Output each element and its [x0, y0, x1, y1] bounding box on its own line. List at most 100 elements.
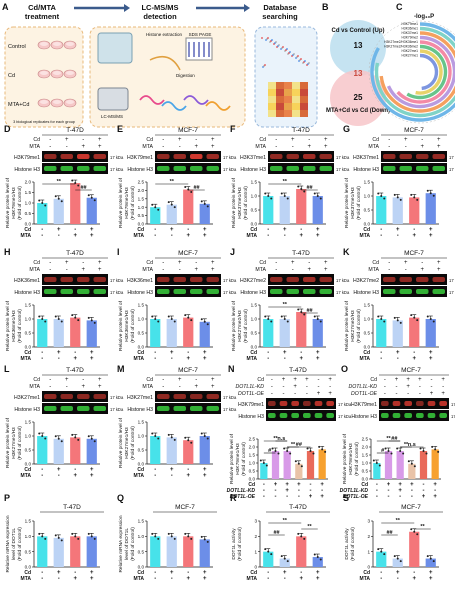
- chart-row-sign: -: [267, 233, 269, 239]
- histone-band: [206, 166, 219, 171]
- chart-row-sign: -: [411, 494, 413, 500]
- panel-letter: R: [230, 493, 237, 503]
- chart-data-point: [321, 448, 324, 451]
- blot-sign: -: [49, 144, 51, 150]
- chart-row-sign: -: [154, 473, 156, 479]
- chart-row-sign: -: [275, 488, 277, 494]
- blot-histone-label: Histone H3: [351, 414, 377, 420]
- blot-sign: -: [431, 377, 433, 383]
- chart-data-point: [270, 197, 273, 200]
- blot-sign: +: [406, 384, 410, 390]
- heatmap-cell: [284, 103, 292, 110]
- chart-bar: [263, 551, 274, 567]
- chart-y-label: Relative protein level of: [344, 177, 350, 228]
- blot-row-label: MTA: [29, 144, 40, 150]
- chart-data-point: [259, 459, 262, 462]
- chart-y-tick-label: 1.5: [138, 519, 145, 524]
- blot-row-label: MTA: [142, 267, 153, 273]
- heatmap-cell: [292, 110, 300, 117]
- chart-row-sign: -: [187, 467, 189, 473]
- chart-row-sign: +: [297, 482, 301, 488]
- blot-sign: -: [82, 260, 84, 266]
- chart-row-label: Cd: [24, 467, 31, 473]
- chart-row-sign: -: [267, 356, 269, 362]
- blot-kda-label: 17 kDa: [338, 402, 352, 407]
- chart-data-point: [416, 319, 419, 322]
- chart-data-point: [44, 204, 47, 207]
- chart-y-label: (Fold of control): [17, 527, 23, 561]
- chart-data-point: [426, 189, 429, 192]
- blot-sign: +: [81, 384, 85, 390]
- chart-data-point: [54, 435, 57, 438]
- volcano-point: [282, 46, 284, 48]
- histone-band: [77, 289, 90, 294]
- chart-bar: [392, 558, 403, 567]
- histone-band: [303, 289, 316, 294]
- chart-row-sign: -: [267, 570, 269, 576]
- chart-sig-label: **: [404, 442, 409, 448]
- histone-band-strip: [381, 286, 447, 297]
- chart-data-point: [87, 316, 90, 319]
- blot-kda-label: 17 kDa: [110, 155, 124, 160]
- chart-row-sign: -: [399, 494, 401, 500]
- blot-row-label: MTA: [142, 144, 153, 150]
- chart-y-label: H3K79me1/H3: [348, 443, 354, 475]
- panel-letter-b: B: [322, 2, 329, 12]
- blot-sign: -: [431, 384, 433, 390]
- histone-band: [416, 413, 424, 418]
- cell-line-title: MCF-7: [178, 367, 198, 374]
- chart-data-point: [170, 436, 173, 439]
- chart-data-point: [378, 464, 381, 467]
- histone-band: [381, 413, 389, 418]
- chart-row-sign: +: [429, 227, 433, 233]
- blot-sign: -: [271, 391, 273, 397]
- histone-band-strip: [42, 286, 108, 297]
- blot-histone-label: Histone H3: [238, 414, 264, 420]
- culture-dish-medium: [40, 71, 48, 75]
- heatmap-cell: [300, 89, 308, 96]
- chart-data-point: [151, 432, 154, 435]
- blot-sign: -: [179, 144, 181, 150]
- chart-y-label: H3K27me2/H3: [237, 310, 243, 342]
- blot-mark-label: H3K79me1: [14, 155, 40, 161]
- blot-sign: -: [329, 384, 331, 390]
- blot-sign: -: [82, 377, 84, 383]
- blot-kda-label: 17 kDa: [449, 155, 455, 160]
- chart-sig-label: ##: [80, 185, 86, 191]
- blot-sign: -: [421, 260, 423, 266]
- chart-sig-label: **: [291, 442, 296, 448]
- blot-band: [77, 277, 90, 282]
- panel-a-note: 3 biological replicates for each group: [13, 120, 75, 124]
- chart-row-sign: -: [423, 482, 425, 488]
- heatmap-cell: [292, 89, 300, 96]
- chart-row-label: MTA: [21, 576, 32, 582]
- blot-band-strip: [268, 151, 334, 162]
- chart-row-sign: +: [429, 233, 433, 239]
- chart-y-tick-label: 2.0: [362, 445, 369, 450]
- heatmap-cell: [284, 96, 292, 103]
- chart-data-point: [87, 435, 90, 438]
- chart-row-sign: +: [316, 233, 320, 239]
- chart-bar: [312, 557, 323, 567]
- volcano-point: [267, 37, 269, 39]
- panel-letter: I: [117, 247, 120, 257]
- chart-y-label: Relative mRNA expression: [5, 515, 11, 572]
- chart-y-tick-label: 0.5: [25, 448, 32, 453]
- chart-bar: [70, 183, 81, 224]
- blot-kda-label: 17 kDa: [223, 167, 237, 172]
- chart-row-sign: -: [298, 488, 300, 494]
- chart-data-point: [57, 197, 60, 200]
- chart-row-label: MTA: [134, 233, 145, 239]
- blot-sign: +: [418, 377, 422, 383]
- blot-kda-label: 17 kDa: [110, 278, 124, 283]
- chart-data-point: [173, 537, 176, 540]
- panel-a-group-label: MTA+Cd: [8, 102, 29, 108]
- chart-data-point: [396, 196, 399, 199]
- panel-a-step-title: Cd/MTA: [28, 3, 56, 12]
- chart-row-sign: -: [284, 576, 286, 582]
- venn-top-count: 13: [354, 41, 363, 50]
- chart-row-label: Cd: [250, 227, 257, 233]
- chart-data-point: [77, 319, 80, 322]
- chart-bar: [263, 196, 274, 224]
- chart-y-tick-label: 2: [367, 534, 370, 539]
